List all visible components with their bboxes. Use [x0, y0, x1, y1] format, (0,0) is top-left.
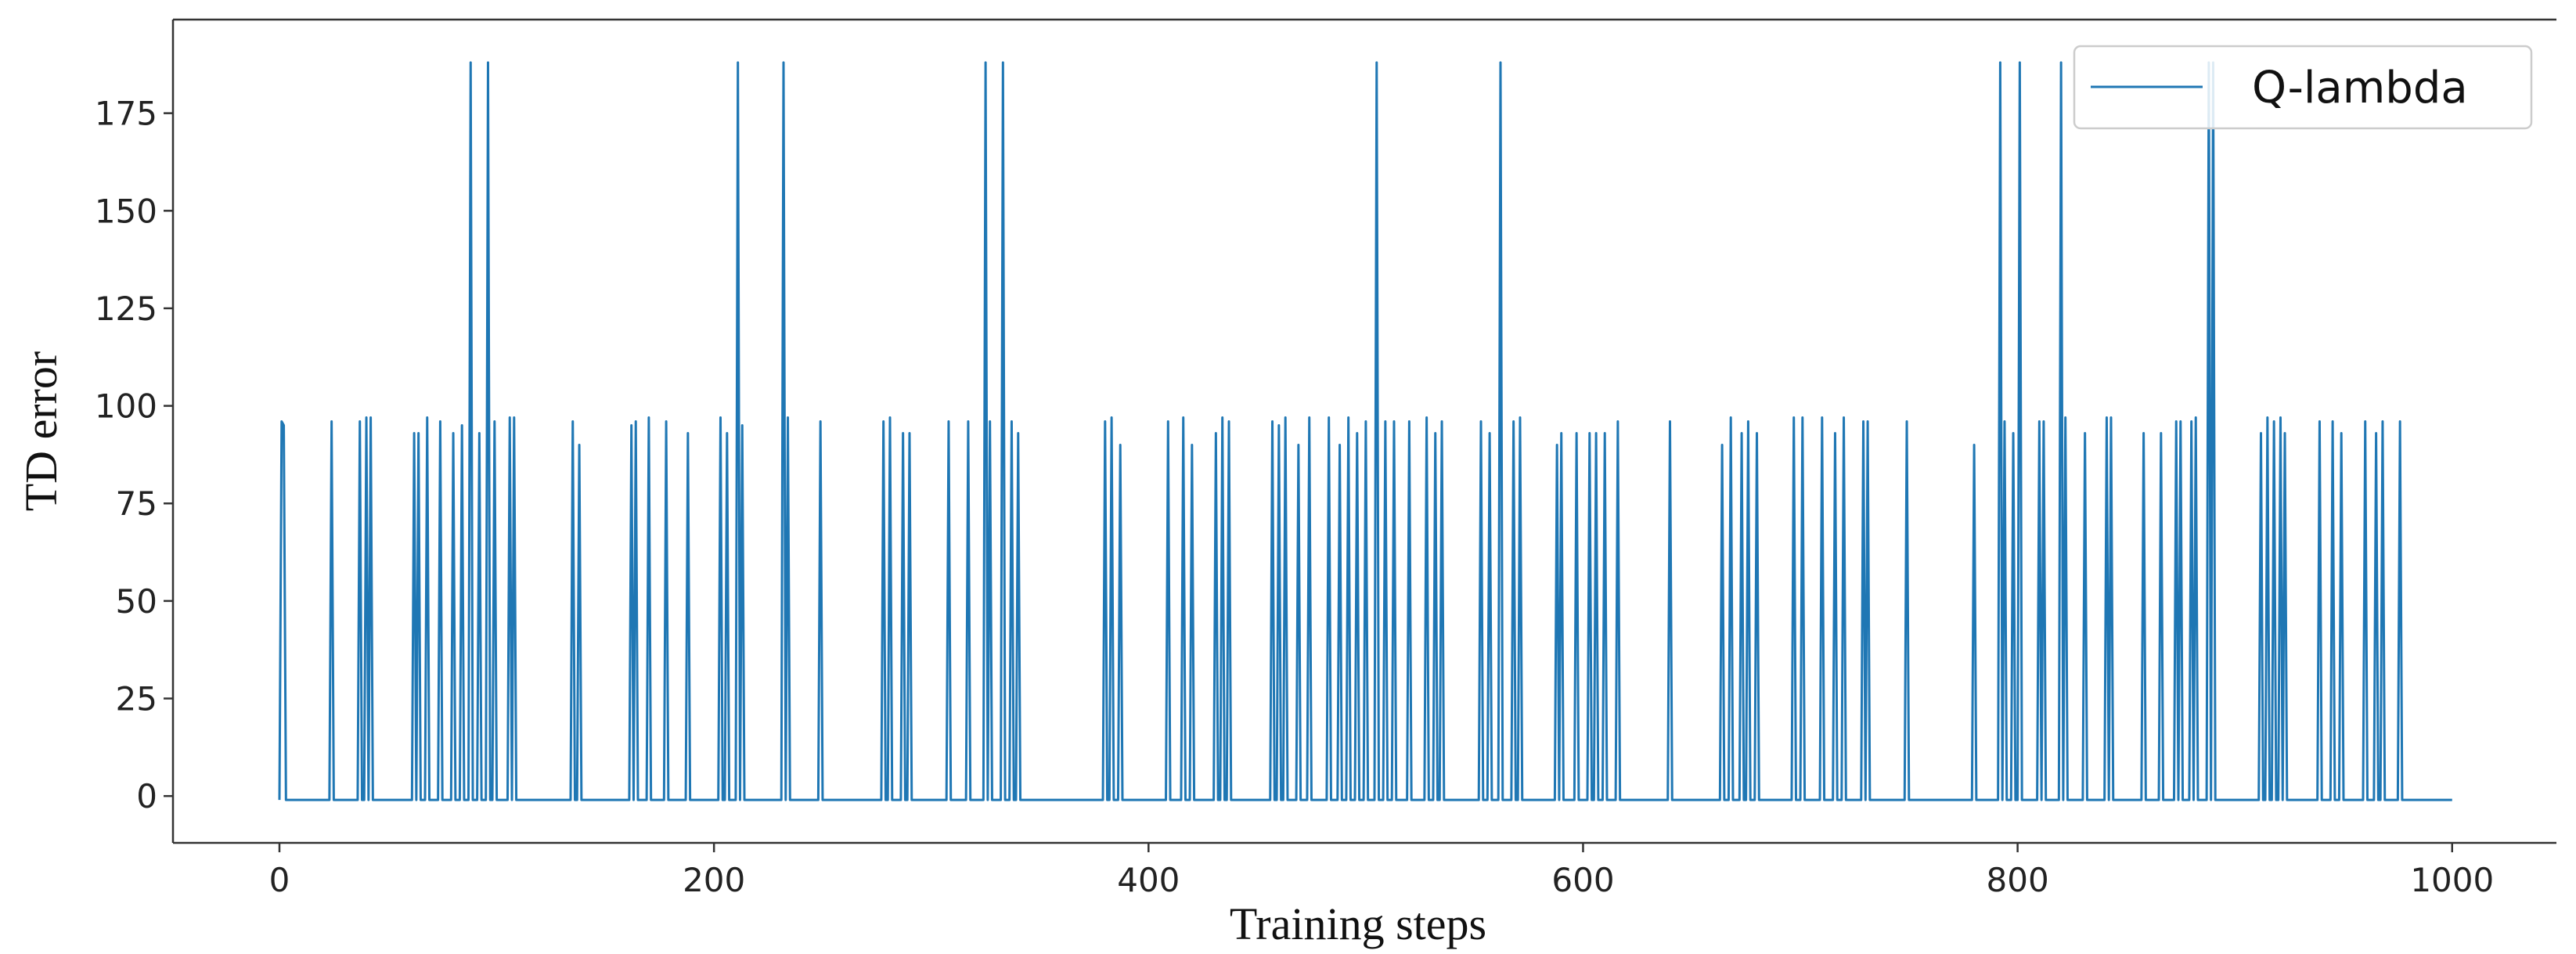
- y-tick-label: 100: [95, 387, 157, 426]
- x-tick-label: 1000: [2410, 861, 2494, 899]
- x-tick-label: 800: [1987, 861, 2049, 899]
- y-tick-label: 125: [95, 290, 157, 328]
- x-tick-label: 200: [683, 861, 745, 899]
- x-tick-label: 400: [1117, 861, 1180, 899]
- legend: Q-lambda: [2073, 45, 2533, 130]
- y-tick-label: 175: [95, 95, 157, 133]
- legend-box: [2073, 45, 2533, 130]
- y-tick-label: 25: [116, 680, 157, 718]
- y-tick-label: 150: [95, 192, 157, 230]
- x-tick-label: 600: [1551, 861, 1614, 899]
- data-line: [278, 61, 2452, 801]
- x-axis-label: Training steps: [1230, 898, 1486, 949]
- x-tick-label: 0: [269, 861, 290, 899]
- y-tick-label: 75: [116, 484, 157, 523]
- y-axis-label: TD error: [16, 351, 67, 512]
- legend-label: Q-lambda: [2252, 63, 2468, 113]
- y-tick-label: 0: [136, 777, 157, 815]
- y-tick-label: 50: [116, 582, 157, 621]
